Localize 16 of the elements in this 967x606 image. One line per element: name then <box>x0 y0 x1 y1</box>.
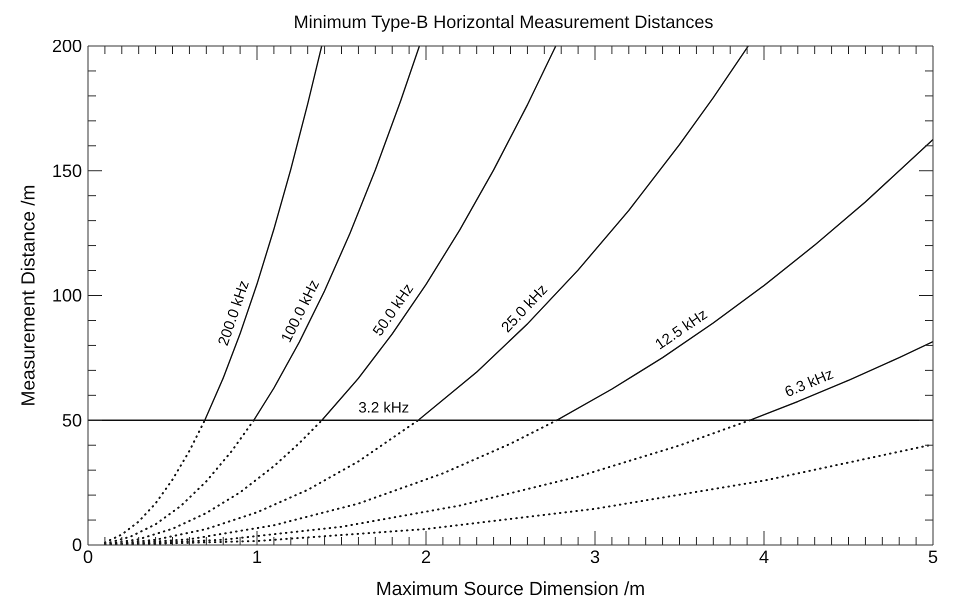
x-tick-label: 2 <box>420 547 432 567</box>
x-tick-label: 4 <box>758 547 770 567</box>
x-tick-label: 3 <box>590 547 600 567</box>
series-label: 3.2 kHz <box>358 399 410 416</box>
text: 12.5 kHz <box>652 306 711 354</box>
chart-title: Minimum Type-B Horizontal Measurement Distances <box>294 12 714 32</box>
text: 6.3 kHz <box>782 366 836 401</box>
y-tick-label: 50 <box>62 410 82 430</box>
y-axis-title: Measurement Distance /m <box>18 184 40 406</box>
text: 200.0 kHz <box>214 278 253 348</box>
x-axis-title: Maximum Source Dimension /m <box>376 579 646 600</box>
x-tick-label: 1 <box>252 547 262 567</box>
x-tick-label: 5 <box>928 547 938 567</box>
y-tick-label: 100 <box>52 286 82 306</box>
y-tick-label: 150 <box>52 160 82 181</box>
text: 100.0 kHz <box>278 277 324 346</box>
